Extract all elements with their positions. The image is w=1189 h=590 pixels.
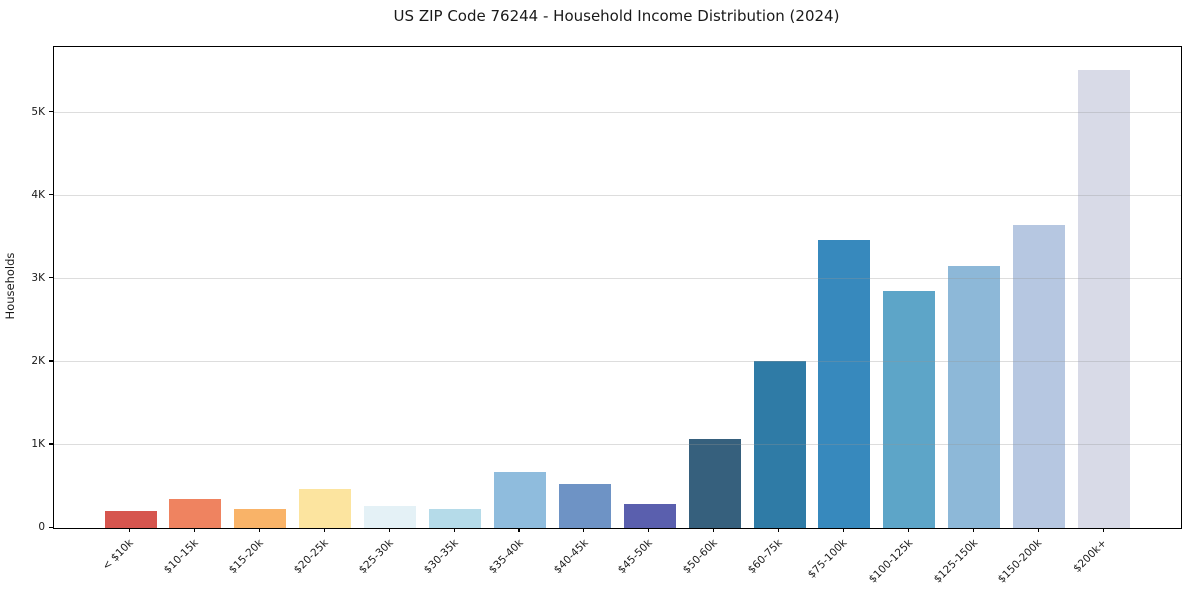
x-tick-mark <box>388 528 390 532</box>
x-tick-label: $35-40k <box>486 537 526 577</box>
bar-< $10k <box>104 511 157 528</box>
y-tick-label: 5K <box>31 105 45 118</box>
x-tick-label: $60-75k <box>745 537 785 577</box>
x-tick-label: $30-35k <box>421 537 461 577</box>
bar-$200k+ <box>1078 70 1130 528</box>
bar-$125-150k <box>948 265 1001 528</box>
bar-$30-35k <box>429 509 481 528</box>
x-tick-mark <box>778 528 780 532</box>
y-tick-label: 0 <box>38 521 45 533</box>
x-tick-mark <box>648 528 650 532</box>
x-tick-label: $75-100k <box>806 537 850 581</box>
y-tick-label: 4K <box>31 188 45 201</box>
x-tick-label: $150-200k <box>996 537 1045 586</box>
x-tick-label: $10-15k <box>161 537 201 577</box>
bar-$50-60k <box>688 439 741 528</box>
bar-$35-40k <box>493 471 546 528</box>
x-tick-mark <box>1037 528 1039 532</box>
y-tick-mark <box>49 194 53 196</box>
x-tick-label: $20-25k <box>291 537 331 577</box>
x-tick-label: < $10k <box>100 537 136 573</box>
x-tick-label: $200k+ <box>1071 537 1110 575</box>
y-tick-label: 1K <box>31 437 45 450</box>
x-tick-mark <box>842 528 845 532</box>
y-tick-mark <box>49 443 53 445</box>
y-axis-label: Households <box>3 252 17 320</box>
gridline <box>54 277 1181 279</box>
gridline <box>54 194 1181 196</box>
bar-$60-75k <box>753 360 806 528</box>
y-tick-label: 2K <box>31 354 45 367</box>
bar-$75-100k <box>818 239 871 528</box>
x-tick-mark <box>583 528 585 532</box>
y-tick-mark <box>49 111 53 113</box>
chart-title: US ZIP Code 76244 - Household Income Dis… <box>393 7 840 25</box>
bar-$45-50k <box>623 503 676 528</box>
x-tick-label: $45-50k <box>616 537 656 577</box>
x-tick-label: $125-150k <box>931 537 980 586</box>
bar-$150-200k <box>1013 225 1066 528</box>
x-tick-label: $50-60k <box>681 537 721 577</box>
x-tick-label: $15-20k <box>226 537 266 577</box>
x-tick-mark <box>453 528 455 532</box>
x-tick-label: $100-125k <box>866 537 915 586</box>
y-tick-mark <box>49 360 53 362</box>
gridline <box>54 443 1181 445</box>
bar-$25-30k <box>364 505 417 528</box>
bar-$10-15k <box>169 498 222 528</box>
y-tick-label: 3K <box>31 271 45 284</box>
y-tick-mark <box>49 277 53 279</box>
bar-$40-45k <box>558 484 611 528</box>
bar-$15-20k <box>234 509 287 528</box>
bar-$20-25k <box>299 488 352 528</box>
gridline <box>54 111 1181 113</box>
gridline <box>54 360 1181 362</box>
x-tick-mark <box>1102 528 1104 532</box>
x-tick-label: $25-30k <box>356 537 396 577</box>
plot-area <box>53 46 1182 529</box>
x-tick-mark <box>907 528 909 532</box>
x-tick-mark <box>323 528 325 532</box>
y-tick-mark <box>49 526 53 528</box>
x-tick-label: $40-45k <box>551 537 591 577</box>
x-tick-mark <box>129 528 131 532</box>
x-tick-mark <box>972 528 974 532</box>
x-tick-mark <box>713 528 715 532</box>
bar-$100-125k <box>883 291 936 528</box>
x-tick-mark <box>518 528 520 532</box>
x-tick-mark <box>193 528 196 532</box>
x-tick-mark <box>258 528 260 532</box>
